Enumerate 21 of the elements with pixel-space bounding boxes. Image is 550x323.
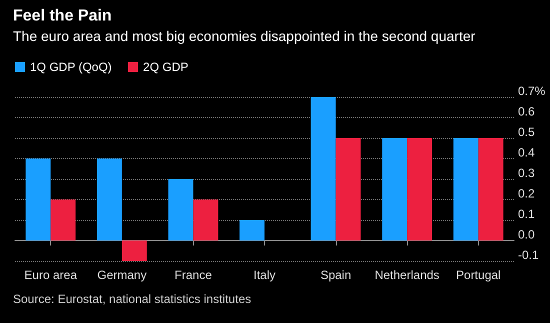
x-tick-label: Spain: [320, 268, 352, 282]
x-tick-label: Germany: [97, 268, 147, 282]
legend-label: 2Q GDP: [143, 60, 188, 74]
y-tick-label: 0.2: [518, 186, 536, 200]
x-tick-label: Euro area: [24, 268, 78, 282]
y-tick-label: -0.1: [518, 248, 540, 262]
chart-subtitle: The euro area and most big economies disappointed in the second quarter: [13, 28, 476, 44]
y-tick-label: 0.6: [518, 104, 536, 118]
y-tick-label: 0.4: [518, 146, 536, 160]
x-tick-label: Italy: [253, 268, 276, 282]
y-tick-label: 0.7%: [518, 84, 546, 98]
y-tick-label: 0.3: [518, 166, 536, 180]
x-tick-label: France: [174, 268, 212, 282]
x-tick-label: Netherlands: [374, 268, 440, 282]
legend-label: 1Q GDP (QoQ): [30, 60, 112, 74]
x-tick-label: Portugal: [456, 268, 501, 282]
y-tick-label: 0.1: [518, 207, 536, 221]
source-note: Source: Eurostat, national statistics institutes: [13, 292, 252, 306]
y-tick-label: 0.5: [518, 125, 536, 139]
text: 0.0: [518, 228, 535, 242]
chart-title: Feel the Pain: [13, 8, 112, 24]
